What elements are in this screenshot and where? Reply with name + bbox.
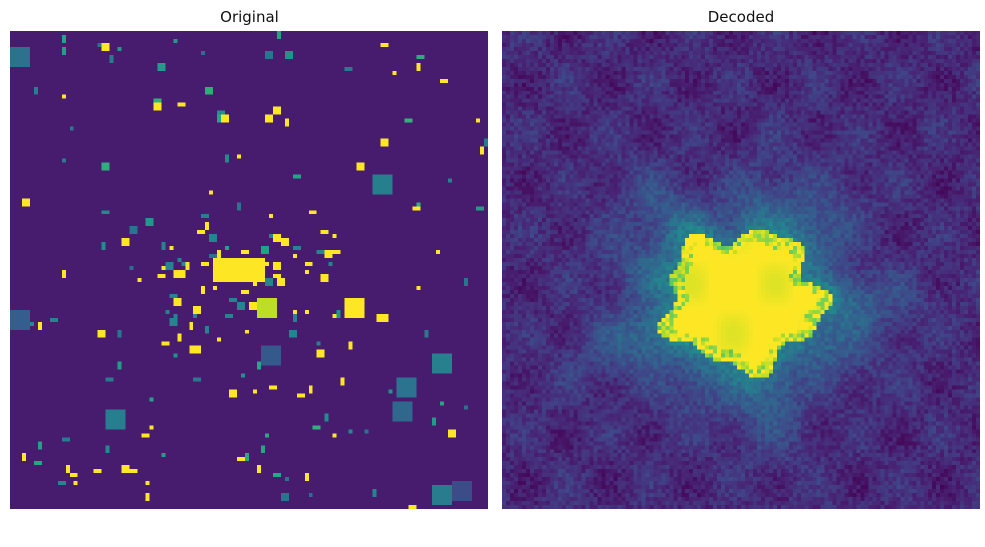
original-heatmap-canvas (10, 31, 488, 509)
decoded-image (502, 31, 980, 509)
decoded-heatmap-canvas (502, 31, 980, 509)
decoded-panel-title: Decoded (707, 8, 775, 26)
original-image (10, 31, 488, 509)
original-panel-title: Original (220, 8, 279, 26)
